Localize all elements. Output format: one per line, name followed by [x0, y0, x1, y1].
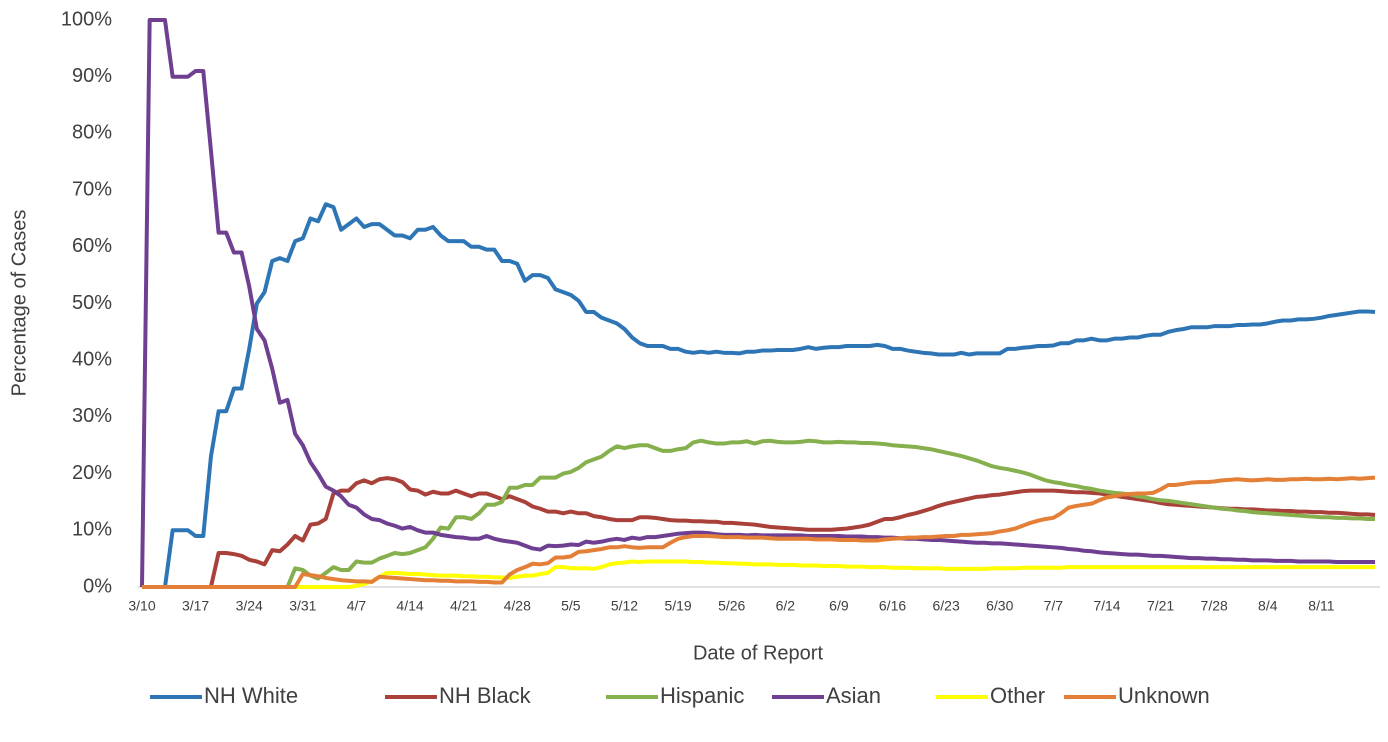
- x-tick-label: 3/10: [128, 598, 155, 614]
- series-line: [142, 559, 1375, 589]
- x-tick-label: 6/23: [933, 598, 960, 614]
- x-tick-label: 5/26: [718, 598, 745, 614]
- x-tick-label: 5/5: [561, 598, 581, 614]
- y-tick-label: 70%: [72, 178, 112, 200]
- x-tick-label: 6/30: [986, 598, 1013, 614]
- x-tick-label: 8/11: [1308, 598, 1334, 614]
- series-line: [140, 18, 1375, 588]
- y-axis-title: Percentage of Cases: [8, 210, 30, 397]
- legend-label: NH Black: [439, 683, 532, 708]
- y-tick-label: 50%: [72, 292, 112, 314]
- x-axis-title: Date of Report: [693, 642, 824, 664]
- legend-label: NH White: [204, 683, 298, 708]
- x-tick-label: 3/31: [289, 598, 316, 614]
- x-tick-label: 4/21: [450, 598, 477, 614]
- x-tick-label: 7/14: [1093, 598, 1120, 614]
- legend-label: Unknown: [1118, 683, 1210, 708]
- y-tick-label: 90%: [72, 65, 112, 87]
- x-tick-label: 5/19: [664, 598, 691, 614]
- x-tick-label: 4/28: [504, 598, 531, 614]
- series-line: [142, 476, 1376, 589]
- x-tick-label: 8/4: [1258, 598, 1278, 614]
- y-tick-label: 80%: [72, 122, 112, 144]
- x-tick-label: 3/24: [236, 598, 263, 614]
- y-tick-label: 20%: [72, 462, 112, 484]
- legend-label: Other: [990, 683, 1045, 708]
- x-tick-label: 6/2: [776, 598, 796, 614]
- y-tick-label: 0%: [83, 575, 112, 597]
- x-tick-label: 7/21: [1147, 598, 1174, 614]
- x-tick-label: 6/9: [829, 598, 849, 614]
- y-tick-label: 30%: [72, 405, 112, 427]
- legend-label: Asian: [826, 683, 881, 708]
- x-tick-label: 6/16: [879, 598, 906, 614]
- x-tick-label: 5/12: [611, 598, 638, 614]
- x-tick-label: 4/7: [347, 598, 367, 614]
- series-line: [142, 475, 1376, 589]
- y-tick-label: 40%: [72, 348, 112, 370]
- series-line: [142, 438, 1375, 589]
- series-line: [142, 202, 1376, 589]
- y-tick-label: 10%: [72, 519, 112, 541]
- x-tick-label: 3/17: [182, 598, 209, 614]
- legend-label: Hispanic: [660, 683, 744, 708]
- x-tick-label: 7/28: [1201, 598, 1228, 614]
- y-tick-label: 60%: [72, 235, 112, 257]
- x-tick-label: 7/7: [1044, 598, 1064, 614]
- x-tick-label: 4/14: [396, 598, 423, 614]
- y-tick-label: 100%: [61, 8, 112, 30]
